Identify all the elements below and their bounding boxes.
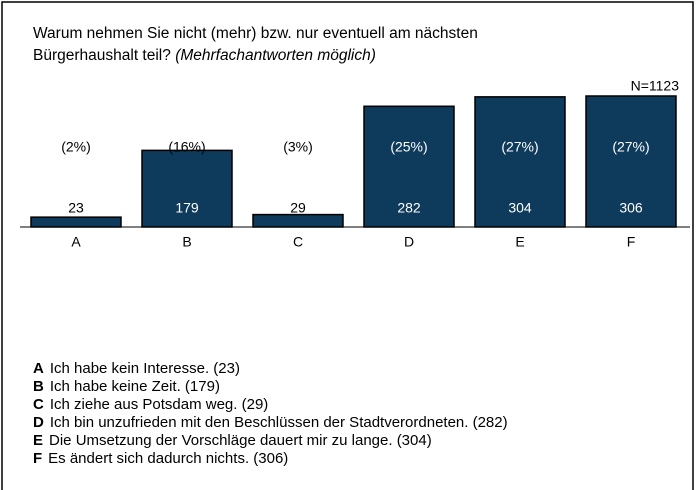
chart-title: Warum nehmen Sie nicht (mehr) bzw. nur e… bbox=[33, 25, 478, 42]
legend-text: Ich bin unzufrieden mit den Beschlüssen … bbox=[50, 414, 508, 431]
x-tick-label: B bbox=[182, 234, 191, 250]
legend-key: D bbox=[33, 414, 44, 431]
legend-key: A bbox=[33, 360, 44, 377]
chart-title-line: Bürgerhaushalt teil? (Mehrfachantworten … bbox=[33, 47, 376, 64]
legend-text: Ich ziehe aus Potsdam weg. (29) bbox=[50, 396, 268, 413]
legend-key: F bbox=[33, 450, 42, 467]
bar bbox=[252, 213, 344, 228]
legend-key: E bbox=[33, 432, 43, 449]
percent-label: (3%) bbox=[283, 139, 313, 155]
legend-item: B Ich habe keine Zeit. (179) bbox=[33, 378, 220, 395]
x-tick-label: D bbox=[404, 234, 414, 250]
legend-text: Ich habe keine Zeit. (179) bbox=[50, 378, 220, 395]
legend-text: Ich habe kein Interesse. (23) bbox=[50, 360, 240, 377]
legend-text: Es ändert sich dadurch nichts. (306) bbox=[48, 450, 288, 467]
legend-item: A Ich habe kein Interesse. (23) bbox=[33, 360, 240, 377]
value-label: 179 bbox=[175, 200, 199, 216]
legend-item: F Es ändert sich dadurch nichts. (306) bbox=[33, 450, 288, 467]
percent-label: (27%) bbox=[612, 139, 649, 155]
percent-label: (27%) bbox=[501, 139, 538, 155]
legend-item: E Die Umsetzung der Vorschläge dauert mir… bbox=[33, 432, 432, 449]
percent-label: (16%) bbox=[168, 139, 205, 155]
x-tick-label: A bbox=[71, 234, 81, 250]
subtitle: (Mehrfachantworten möglich) bbox=[175, 47, 376, 64]
value-label: 23 bbox=[68, 200, 84, 216]
legend-key: C bbox=[33, 396, 44, 413]
title-line2: Bürgerhaushalt teil? bbox=[33, 47, 171, 64]
legend-text: Die Umsetzung der Vorschläge dauert mir … bbox=[49, 432, 432, 449]
legend-key: B bbox=[33, 378, 44, 395]
bar bbox=[585, 95, 677, 228]
sample-size: N=1123 bbox=[631, 78, 680, 94]
value-label: 306 bbox=[619, 200, 643, 216]
value-label: 29 bbox=[290, 200, 306, 216]
percent-label: (25%) bbox=[390, 139, 427, 155]
value-label: 304 bbox=[508, 200, 532, 216]
x-tick-label: C bbox=[293, 234, 303, 250]
x-tick-label: E bbox=[515, 234, 524, 250]
legend-item: D Ich bin unzufrieden mit den Beschlüssen… bbox=[33, 414, 508, 431]
value-label: 282 bbox=[397, 200, 421, 216]
x-tick-label: F bbox=[627, 234, 636, 250]
bar bbox=[363, 105, 455, 228]
bar bbox=[30, 216, 122, 228]
percent-label: (2%) bbox=[61, 139, 91, 155]
legend-item: C Ich ziehe aus Potsdam weg. (29) bbox=[33, 396, 268, 413]
